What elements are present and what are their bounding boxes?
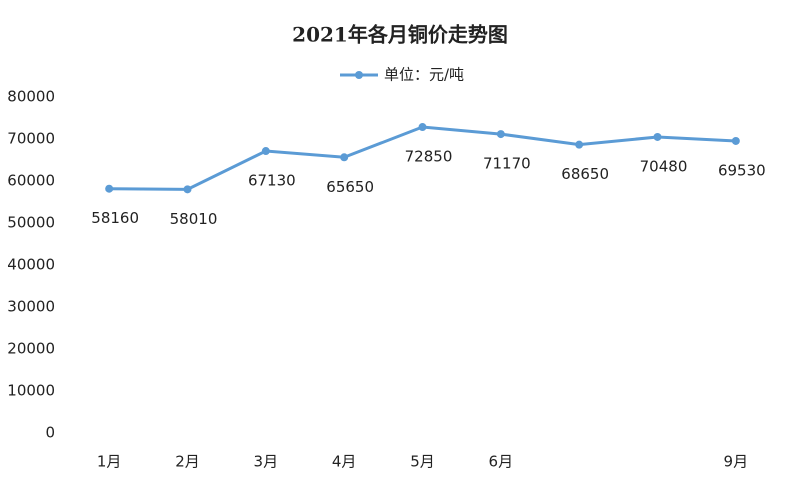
y-tick-label: 0: [45, 424, 55, 442]
x-tick-label: 9月: [724, 453, 749, 471]
point: [653, 132, 662, 141]
data-label: 71170: [483, 155, 531, 173]
chart-title: 2021年各月铜价走势图: [292, 23, 508, 47]
point: [418, 123, 427, 132]
y-tick-label: 40000: [7, 256, 55, 274]
y-tick-label: 80000: [7, 88, 55, 106]
y-tick-label: 70000: [7, 130, 55, 148]
x-tick-label: 2月: [175, 453, 200, 471]
point: [731, 136, 740, 145]
y-tick-label: 50000: [7, 214, 55, 232]
legend-marker: [355, 71, 363, 79]
y-tick-label: 30000: [7, 298, 55, 316]
x-tick-label: 1月: [97, 453, 122, 471]
data-label: 70480: [640, 157, 688, 175]
data-label: 58010: [170, 210, 218, 228]
data-label: 69530: [718, 161, 766, 179]
data-label: 67130: [248, 172, 296, 190]
y-tick-label: 60000: [7, 172, 55, 190]
x-tick-label: 3月: [254, 453, 279, 471]
x-tick-label: 5月: [410, 453, 435, 471]
data-label: 72850: [405, 148, 453, 166]
point: [575, 140, 584, 149]
point: [183, 185, 192, 194]
x-tick-label: 6月: [489, 453, 514, 471]
point: [105, 184, 114, 193]
y-tick-label: 20000: [7, 340, 55, 358]
point: [496, 130, 505, 139]
data-label: 68650: [561, 165, 609, 183]
legend-label: 单位：元/吨: [384, 66, 464, 84]
point: [261, 147, 270, 156]
data-label: 58160: [91, 209, 139, 227]
point: [340, 153, 349, 162]
data-label: 65650: [326, 178, 374, 196]
x-tick-label: 4月: [332, 453, 357, 471]
y-tick-label: 10000: [7, 382, 55, 400]
